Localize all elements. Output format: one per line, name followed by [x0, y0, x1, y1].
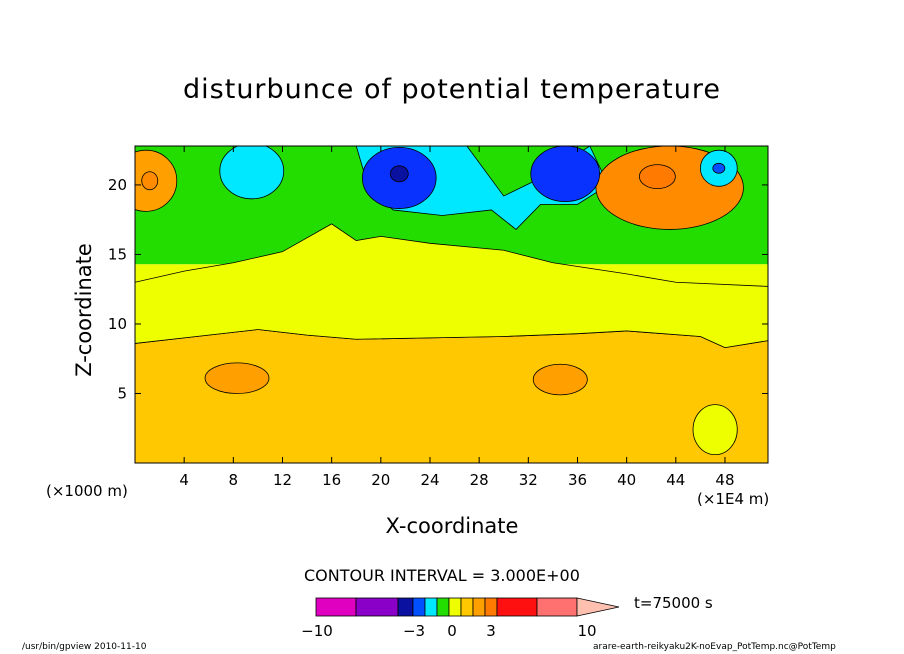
x-tick-label: 4: [179, 471, 189, 489]
colorbar-swatch: [484, 597, 498, 617]
x-tick-label: 16: [322, 471, 341, 489]
colorbar-swatch: [355, 597, 399, 617]
y-tick-label: 5: [117, 384, 127, 402]
colorbar-tick-label: 3: [486, 622, 496, 640]
y-axis-label: Z-coordinate: [72, 243, 96, 377]
contour-feature-core: [712, 162, 726, 174]
contour-feature: [530, 146, 600, 203]
x-tick-label: 48: [715, 471, 734, 489]
x-tick-label: 28: [470, 471, 489, 489]
colorbar-swatch: [448, 597, 462, 617]
colorbar-arrow: [576, 597, 620, 617]
contour-feature: [692, 404, 738, 456]
plot-frame: [134, 145, 769, 464]
x-tick-label: 36: [568, 471, 587, 489]
contour-fill-group: [135, 146, 768, 463]
contour-feature-core: [389, 165, 409, 183]
x-axis-label: X-coordinate: [385, 514, 519, 538]
colorbar-swatch: [397, 597, 414, 617]
y-tick-label: 10: [108, 315, 127, 333]
colorbar-swatch: [460, 597, 474, 617]
x-unit-label: (×1000 m): [46, 482, 128, 500]
colorbar-swatch: [536, 597, 578, 617]
contour-layer-boundary: [135, 329, 768, 463]
colorbar-tick-label: −10: [301, 622, 333, 640]
y-tick-label: 15: [108, 245, 127, 263]
contour-feature: [532, 363, 588, 396]
colorbar-swatch: [472, 597, 486, 617]
x-tick-label: 32: [519, 471, 538, 489]
footer-right: arare-earth-reikyaku2K-noEvap_PotTemp.nc…: [593, 642, 836, 652]
colorbar-swatch: [496, 597, 538, 617]
colorbar-swatch: [424, 597, 438, 617]
x-tick-label: 44: [666, 471, 685, 489]
colorbar-tick-label: 10: [577, 622, 597, 640]
colorbar-swatch: [315, 597, 357, 617]
colorbar-swatch: [436, 597, 450, 617]
colorbar-swatch: [412, 597, 426, 617]
contour-feature: [219, 146, 285, 200]
y-tick-label: 20: [108, 176, 127, 194]
x-tick-label: 12: [273, 471, 292, 489]
contour-interval-label: CONTOUR INTERVAL = 3.000E+00: [304, 566, 580, 585]
x-tick-label: 40: [617, 471, 636, 489]
contour-feature-core: [638, 164, 676, 189]
chart-title: disturbunce of potential temperature: [183, 74, 721, 105]
contour-feature: [204, 362, 270, 394]
colorbar-tick-label: 0: [447, 622, 457, 640]
x-tick-label: 20: [371, 471, 390, 489]
x-tick-label: 24: [420, 471, 439, 489]
footer-left: /usr/bin/gpview 2010-11-10: [22, 642, 147, 652]
x-tick-label: 8: [229, 471, 239, 489]
contour-layer-boundary: [135, 223, 768, 349]
time-label: t=75000 s: [634, 594, 713, 612]
contour-feature-core: [141, 171, 159, 191]
colorbar-tick-label: −3: [402, 622, 426, 640]
x-scale-label: (×1E4 m): [697, 490, 770, 508]
